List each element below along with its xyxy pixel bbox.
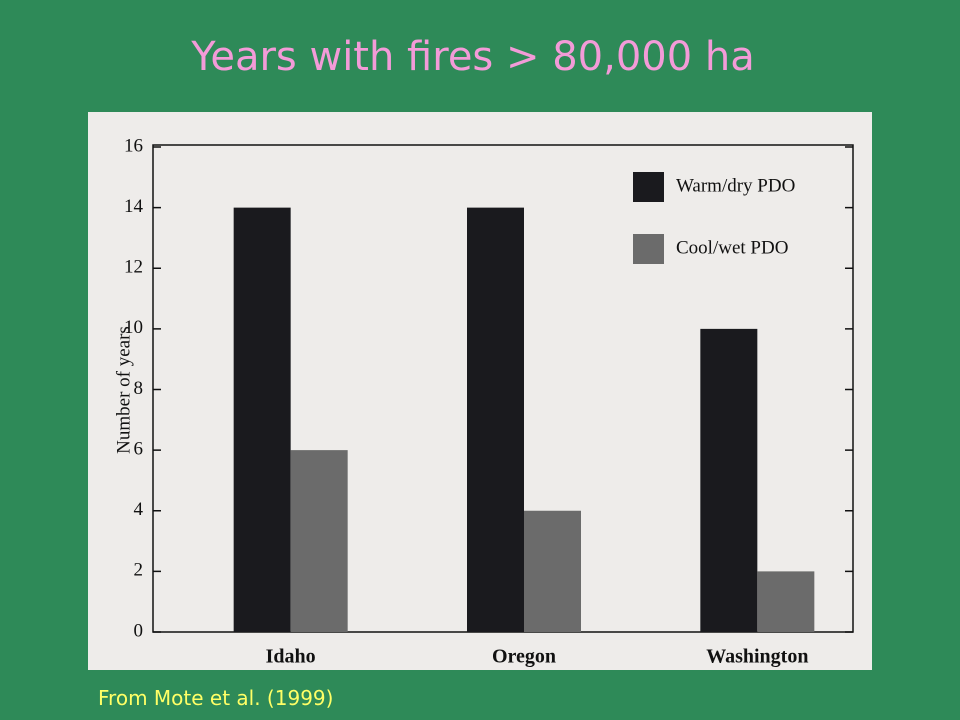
y-tick-label: 0	[134, 620, 144, 641]
x-tick-label: Oregon	[492, 646, 556, 668]
bar	[290, 450, 348, 632]
y-axis-label: Number of years	[113, 326, 134, 454]
y-tick-label: 16	[124, 135, 143, 156]
legend-label: Warm/dry PDO	[676, 175, 795, 196]
bar	[757, 571, 815, 632]
y-tick-label: 8	[134, 378, 144, 399]
legend-swatch	[633, 172, 664, 202]
bar	[700, 328, 758, 632]
y-tick-label: 6	[134, 438, 144, 459]
y-tick-label: 12	[124, 257, 143, 278]
legend-swatch	[633, 234, 664, 264]
y-tick-label: 14	[124, 196, 144, 217]
chart-title: Years with fires > 80,000 ha	[190, 34, 755, 80]
y-tick-label: 10	[124, 317, 143, 338]
source-note: From Mote et al. (1999)	[98, 686, 333, 710]
bar	[467, 207, 524, 632]
x-tick-label: Washington	[706, 646, 808, 668]
y-tick-label: 2	[134, 560, 144, 581]
bar	[233, 207, 291, 632]
bar	[524, 510, 581, 632]
legend-label: Cool/wet PDO	[676, 237, 788, 258]
y-tick-label: 4	[134, 499, 144, 520]
x-tick-label: Idaho	[266, 646, 316, 668]
